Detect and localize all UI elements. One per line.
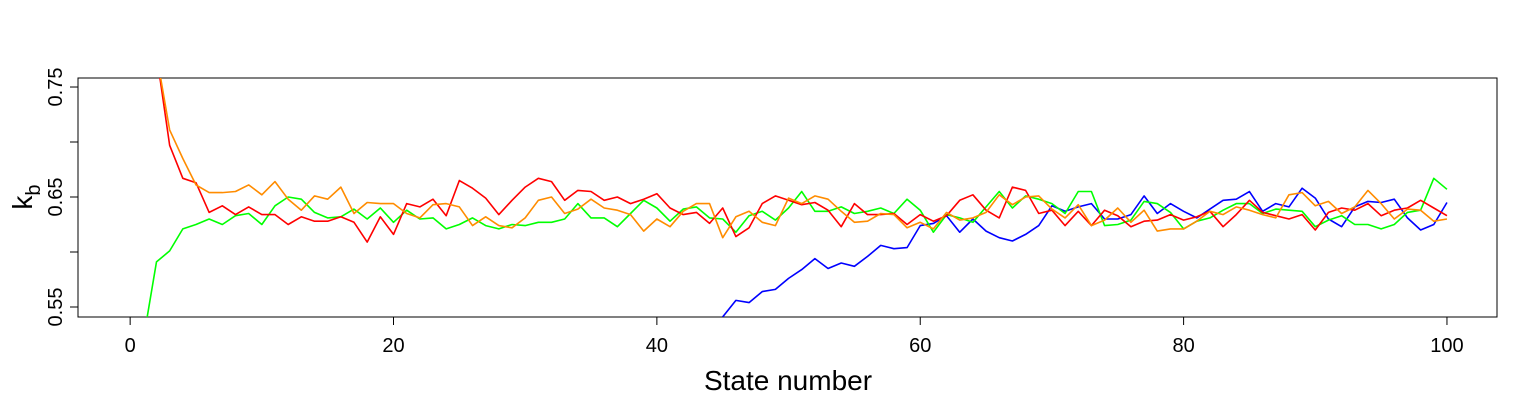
x-tick-label: 80 xyxy=(1172,335,1194,357)
y-tick-label: 0.55 xyxy=(45,288,67,327)
series-line xyxy=(722,187,1448,317)
lines xyxy=(146,78,1448,317)
series-line xyxy=(159,78,1448,243)
y-axis-label: kb xyxy=(7,184,45,209)
y-tick-label: 0.75 xyxy=(45,68,67,107)
x-tick-label: 20 xyxy=(382,335,404,357)
y-axis-label-main: k xyxy=(7,195,38,210)
x-tick-label: 60 xyxy=(909,335,931,357)
y-axis-label-sub: b xyxy=(23,184,45,195)
x-tick-label: 40 xyxy=(646,335,668,357)
series-line xyxy=(146,177,1448,317)
y-tick-label: 0.65 xyxy=(45,178,67,217)
x-axis-label: State number xyxy=(704,365,872,396)
series-line xyxy=(159,78,1448,239)
x-tick-label: 100 xyxy=(1430,335,1463,357)
x-tick-label: 0 xyxy=(125,335,136,357)
